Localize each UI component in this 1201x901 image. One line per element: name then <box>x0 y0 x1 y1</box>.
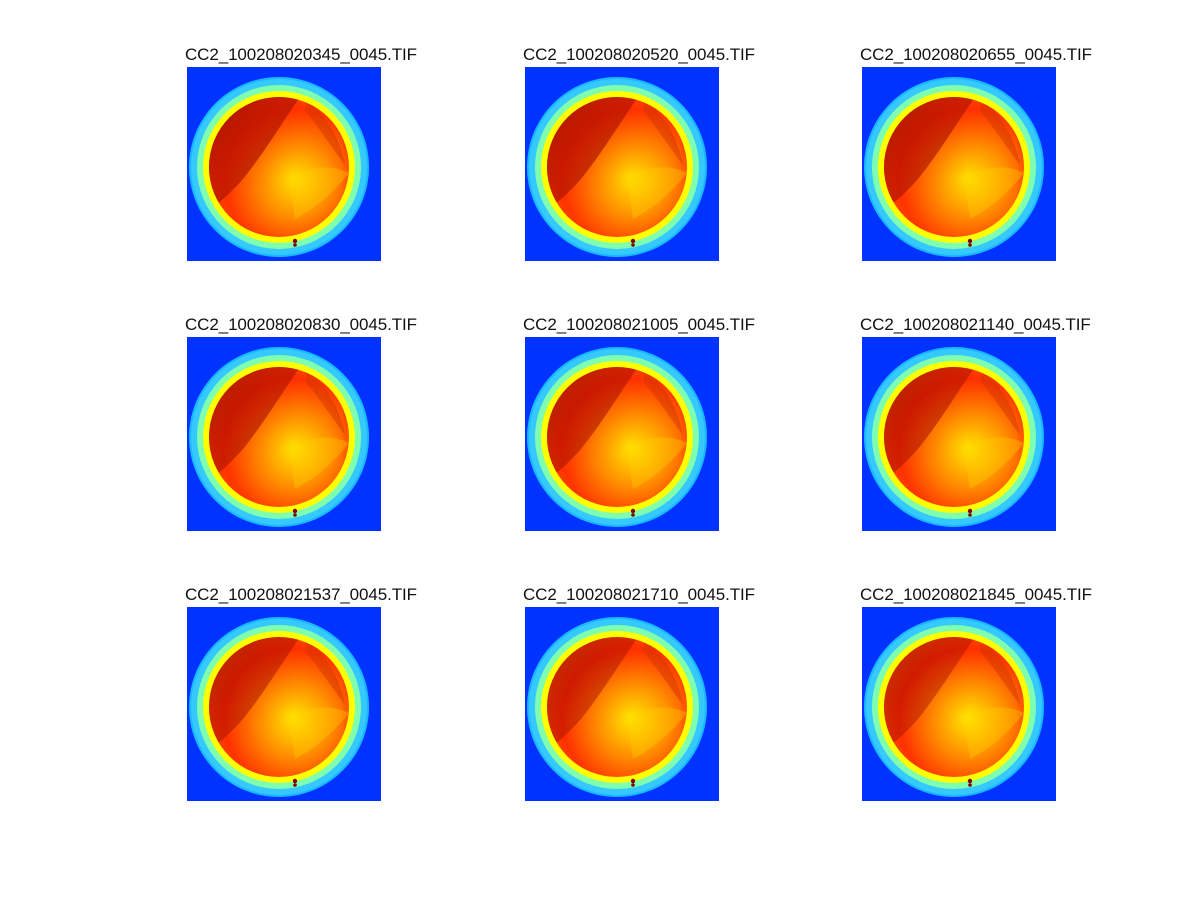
edge-outline <box>527 77 707 257</box>
bright-cloud <box>627 437 687 489</box>
image-panel-2: CC2_100208020520_0045.TIF <box>523 45 803 285</box>
bright-cloud <box>627 167 687 219</box>
sensor-mark <box>631 243 635 247</box>
shadow-gradient <box>547 637 681 777</box>
bright-cloud <box>964 167 1024 219</box>
cloud-streak <box>980 639 1020 705</box>
cloud-streak <box>980 369 1020 435</box>
panel-title: CC2_100208020655_0045.TIF <box>860 45 1092 64</box>
bright-cloud <box>289 707 349 759</box>
sensor-mark <box>630 508 636 514</box>
sky-camera-thermal-image <box>862 337 1056 531</box>
sky-camera-thermal-image <box>525 607 719 801</box>
panel-title: CC2_100208021140_0045.TIF <box>860 315 1091 334</box>
sky-camera-thermal-image <box>525 337 719 531</box>
shadow-gradient <box>884 367 1018 507</box>
sky-camera-thermal-image <box>862 67 1056 261</box>
image-panel-8: CC2_100208021710_0045.TIF <box>523 585 803 825</box>
panel-title: CC2_100208020830_0045.TIF <box>185 315 417 334</box>
sensor-mark <box>631 783 635 787</box>
sky-camera-thermal-image <box>525 67 719 261</box>
edge-outline <box>527 347 707 527</box>
sensor-mark <box>293 243 297 247</box>
image-panel-7: CC2_100208021537_0045.TIF <box>185 585 465 825</box>
sensor-mark <box>293 513 297 517</box>
bright-cloud <box>289 167 349 219</box>
sensor-mark <box>968 513 972 517</box>
bright-cloud <box>627 707 687 759</box>
image-panel-4: CC2_100208020830_0045.TIF <box>185 315 465 555</box>
shadow-gradient <box>884 637 1018 777</box>
sky-camera-thermal-image <box>862 607 1056 801</box>
disk-shadow-group <box>209 367 349 507</box>
cloud-streak <box>305 639 345 705</box>
image-panel-9: CC2_100208021845_0045.TIF <box>860 585 1140 825</box>
shadow-gradient <box>547 97 681 237</box>
sensor-mark <box>292 238 298 244</box>
panel-title: CC2_100208021537_0045.TIF <box>185 585 417 604</box>
sensor-mark <box>630 238 636 244</box>
sensor-mark <box>968 783 972 787</box>
edge-outline <box>864 617 1044 797</box>
image-panel-6: CC2_100208021140_0045.TIF <box>860 315 1140 555</box>
shadow-gradient <box>209 97 343 237</box>
sensor-mark <box>967 778 973 784</box>
panel-title: CC2_100208021710_0045.TIF <box>523 585 755 604</box>
shadow-gradient <box>209 637 343 777</box>
sensor-mark <box>292 778 298 784</box>
sensor-mark <box>968 243 972 247</box>
bright-cloud <box>964 707 1024 759</box>
cloud-streak <box>305 99 345 165</box>
image-panel-1: CC2_100208020345_0045.TIF <box>185 45 465 285</box>
edge-outline <box>864 347 1044 527</box>
sensor-mark <box>967 238 973 244</box>
panel-title: CC2_100208020520_0045.TIF <box>523 45 755 64</box>
panel-title: CC2_100208020345_0045.TIF <box>185 45 417 64</box>
edge-outline <box>189 617 369 797</box>
cloud-streak <box>980 99 1020 165</box>
sky-camera-thermal-image <box>187 607 381 801</box>
shadow-gradient <box>209 367 343 507</box>
disk-shadow-group <box>547 637 687 777</box>
bright-cloud <box>964 437 1024 489</box>
sensor-mark <box>967 508 973 514</box>
shadow-gradient <box>547 367 681 507</box>
cloud-streak <box>305 369 345 435</box>
edge-outline <box>189 347 369 527</box>
panel-title: CC2_100208021845_0045.TIF <box>860 585 1092 604</box>
edge-outline <box>189 77 369 257</box>
panel-title: CC2_100208021005_0045.TIF <box>523 315 755 334</box>
shadow-gradient <box>884 97 1018 237</box>
sensor-mark <box>292 508 298 514</box>
disk-shadow-group <box>884 637 1024 777</box>
image-panel-5: CC2_100208021005_0045.TIF <box>523 315 803 555</box>
sensor-mark <box>630 778 636 784</box>
bright-cloud <box>289 437 349 489</box>
sky-camera-thermal-image <box>187 337 381 531</box>
disk-shadow-group <box>547 367 687 507</box>
cloud-streak <box>643 639 683 705</box>
edge-outline <box>864 77 1044 257</box>
cloud-streak <box>643 99 683 165</box>
disk-shadow-group <box>209 637 349 777</box>
sky-camera-thermal-image <box>187 67 381 261</box>
edge-outline <box>527 617 707 797</box>
cloud-streak <box>643 369 683 435</box>
image-panel-3: CC2_100208020655_0045.TIF <box>860 45 1140 285</box>
sensor-mark <box>631 513 635 517</box>
sensor-mark <box>293 783 297 787</box>
